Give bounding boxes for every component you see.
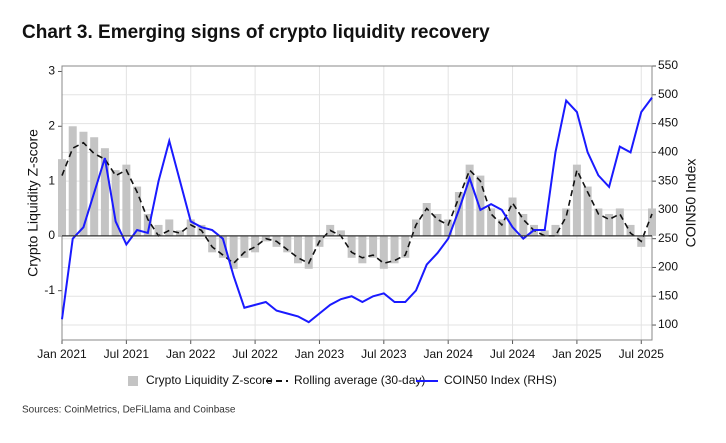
legend-label: Crypto Liquidity Z-score: [146, 373, 273, 387]
y2-tick-label: 300: [658, 202, 678, 216]
bar: [572, 164, 581, 236]
bar: [615, 208, 624, 236]
x-tick-label: Jan 2022: [166, 347, 216, 361]
y2-tick-label: 450: [658, 116, 678, 130]
bar: [143, 213, 152, 236]
x-tick-label: Jul 2021: [104, 347, 150, 361]
bar: [465, 164, 474, 236]
bar: [176, 230, 184, 236]
bar: [562, 208, 571, 236]
bar: [111, 170, 120, 236]
bar: [519, 213, 528, 236]
bar: [229, 235, 238, 269]
bar: [412, 219, 420, 236]
y2-axis-label: COIN50 Index: [683, 159, 699, 248]
bar: [508, 197, 517, 236]
bar: [583, 186, 592, 236]
bar: [648, 208, 656, 236]
bar: [401, 235, 410, 258]
bar: [594, 208, 603, 236]
y-tick-label: 0: [48, 228, 55, 242]
x-tick-label: Jan 2025: [552, 347, 602, 361]
bar: [100, 148, 109, 236]
line: [61, 97, 653, 324]
bar: [240, 235, 249, 258]
y-tick-label: -1: [44, 283, 55, 297]
bar: [369, 235, 378, 258]
y2-tick-label: 400: [658, 145, 678, 159]
y2-tick-label: 200: [658, 260, 678, 274]
x-tick-label: Jul 2022: [232, 347, 278, 361]
bar: [540, 230, 549, 236]
bar: [626, 224, 635, 236]
bar: [294, 235, 302, 264]
x-tick-label: Jan 2021: [37, 347, 87, 361]
x-tick-label: Jul 2025: [619, 347, 665, 361]
bar: [336, 230, 345, 236]
x-tick-label: Jul 2024: [490, 347, 536, 361]
y-tick-label: 1: [48, 173, 55, 187]
x-tick-label: Jan 2024: [423, 347, 473, 361]
y-axis-label: Crypto Liquidity Z-score: [25, 129, 41, 277]
bar: [208, 235, 217, 253]
legend-swatch: [128, 376, 138, 386]
y-tick-label: 2: [48, 118, 55, 132]
bar: [551, 224, 560, 236]
bar: [79, 131, 88, 236]
bar: [304, 235, 313, 269]
bar: [218, 235, 227, 258]
bar: [133, 186, 142, 236]
bar: [476, 175, 485, 236]
y2-tick-label: 250: [658, 231, 678, 245]
y2-tick-label: 150: [658, 288, 678, 302]
bar: [379, 235, 388, 269]
legend-label: Rolling average (30-day): [294, 373, 425, 387]
bar: [422, 203, 431, 236]
legend-label: COIN50 Index (RHS): [444, 373, 557, 387]
bar: [358, 235, 367, 264]
x-tick-label: Jul 2023: [361, 347, 407, 361]
chart-title: Chart 3. Emerging signs of crypto liquid…: [22, 22, 490, 43]
source-note: Sources: CoinMetrics, DeFiLlama and Coin…: [22, 405, 236, 416]
bar: [186, 219, 195, 236]
y2-tick-label: 100: [658, 317, 678, 331]
line: [61, 141, 653, 265]
bar: [165, 219, 174, 236]
bar: [497, 219, 506, 236]
bar: [347, 235, 356, 258]
bar: [68, 126, 77, 236]
bar: [444, 219, 453, 236]
y-tick-label: 3: [48, 64, 55, 78]
bar: [487, 208, 496, 236]
bar: [433, 213, 442, 236]
bar: [58, 159, 66, 236]
bar: [283, 235, 292, 253]
y2-tick-label: 550: [658, 58, 678, 72]
y2-tick-label: 500: [658, 87, 678, 101]
bar: [454, 192, 463, 236]
x-tick-label: Jan 2023: [295, 347, 345, 361]
y2-tick-label: 350: [658, 173, 678, 187]
bar: [90, 137, 99, 236]
bar: [251, 235, 260, 253]
bar: [122, 164, 131, 236]
bar: [605, 213, 614, 236]
bar: [154, 224, 163, 236]
bar: [390, 235, 399, 264]
